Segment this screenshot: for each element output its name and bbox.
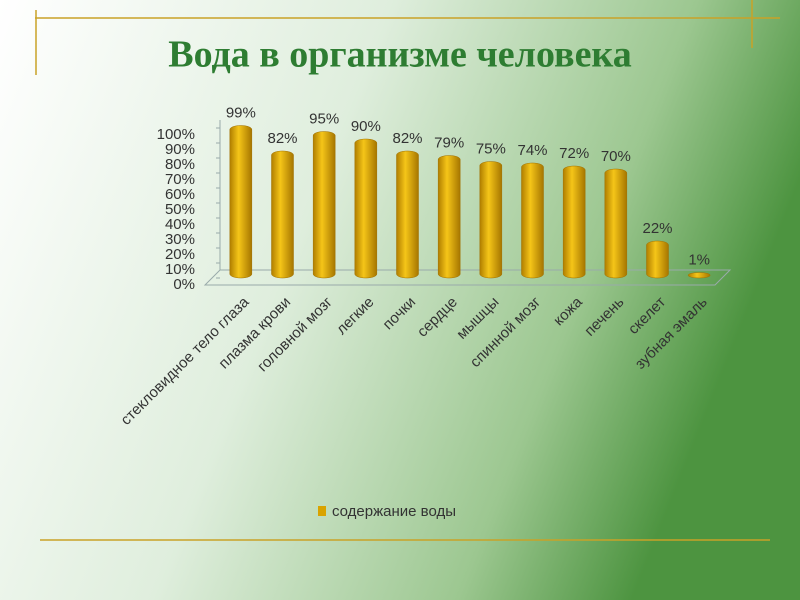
value-label: 1%	[688, 251, 710, 268]
value-label: 74%	[517, 142, 547, 159]
y-tick-label: 30%	[165, 231, 195, 248]
value-label: 90%	[351, 118, 381, 135]
bar	[271, 150, 294, 279]
y-tick-label: 100%	[157, 126, 195, 143]
value-label: 70%	[601, 148, 631, 165]
bar	[479, 161, 503, 279]
y-tick-label: 0%	[173, 276, 195, 293]
bar	[396, 150, 419, 279]
legend-label: содержание воды	[332, 503, 456, 520]
bar	[687, 272, 711, 279]
y-tick-label: 80%	[165, 156, 195, 173]
bar	[229, 125, 253, 279]
y-tick-label: 70%	[165, 171, 195, 188]
value-label: 95%	[309, 110, 339, 127]
value-label: 72%	[559, 145, 589, 162]
chart-title: Вода в организме человека	[168, 34, 632, 76]
legend-swatch	[318, 506, 326, 516]
bar	[562, 165, 586, 279]
bar	[312, 131, 336, 279]
y-tick-label: 60%	[165, 186, 195, 203]
bar	[646, 240, 669, 279]
value-label: 82%	[267, 130, 297, 147]
bar	[354, 138, 378, 279]
y-tick-label: 10%	[165, 261, 195, 278]
bar	[521, 162, 544, 279]
y-tick-label: 50%	[165, 201, 195, 218]
value-label: 22%	[642, 220, 672, 237]
y-tick-label: 40%	[165, 216, 195, 233]
value-label: 75%	[476, 140, 506, 157]
value-label: 79%	[434, 134, 464, 151]
bar	[604, 168, 628, 279]
value-label: 82%	[392, 130, 422, 147]
plot-floor	[203, 269, 732, 286]
y-tick-label: 20%	[165, 246, 195, 263]
value-label: 99%	[226, 104, 256, 121]
y-tick-label: 90%	[165, 141, 195, 158]
bar	[437, 155, 461, 279]
